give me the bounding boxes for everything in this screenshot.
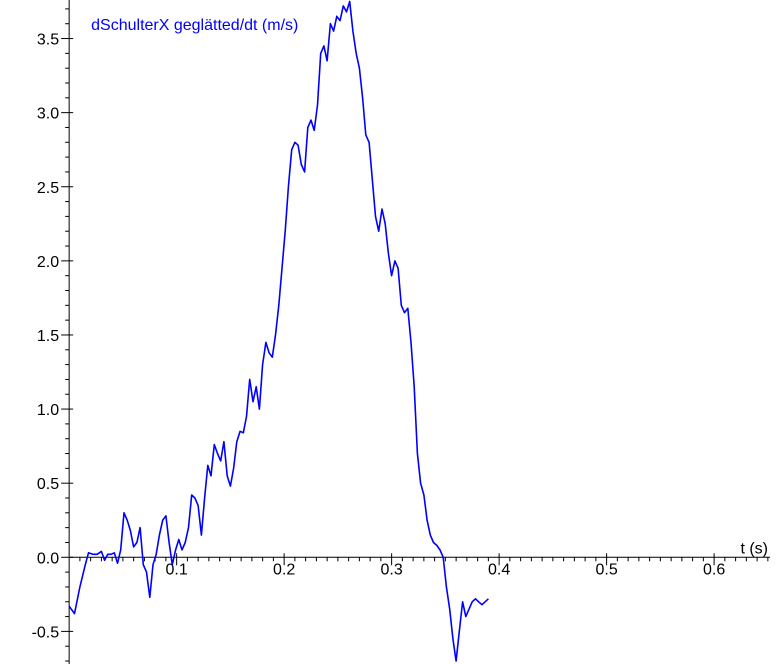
x-tick-label: 0.3 bbox=[381, 561, 403, 578]
y-tick-label: 0.5 bbox=[37, 476, 59, 493]
series-layer bbox=[68, 0, 489, 662]
x-axis-title: t (s) bbox=[740, 540, 768, 557]
x-tick-label: 0.2 bbox=[273, 561, 295, 578]
y-tick-label: 1.5 bbox=[37, 328, 59, 345]
major-ticks bbox=[61, 38, 715, 632]
x-tick-label: 0.5 bbox=[595, 561, 617, 578]
y-tick-label: 0.0 bbox=[37, 550, 59, 567]
axes bbox=[68, 0, 770, 664]
y-tick-label: -0.5 bbox=[32, 624, 60, 641]
series-line bbox=[68, 0, 489, 662]
y-tick-label: 2.5 bbox=[37, 180, 59, 197]
tick-labels: 0.1 0.2 0.3 0.4 0.5 0.6 -0.5 0.0 0.5 1.0 1.5 2.0 2.5… bbox=[32, 32, 726, 642]
y-tick-label: 2.0 bbox=[37, 254, 59, 271]
x-tick-label: 0.4 bbox=[488, 561, 510, 578]
minor-ticks bbox=[65, 8, 769, 662]
y-axis-title: dSchulterX geglätted/dt (m/s) bbox=[91, 17, 298, 34]
x-tick-label: 0.1 bbox=[166, 561, 188, 578]
y-tick-label: 1.0 bbox=[37, 402, 59, 419]
y-tick-label: 3.5 bbox=[37, 32, 59, 49]
x-tick-label: 0.6 bbox=[703, 561, 725, 578]
y-tick-label: 3.0 bbox=[37, 106, 59, 123]
